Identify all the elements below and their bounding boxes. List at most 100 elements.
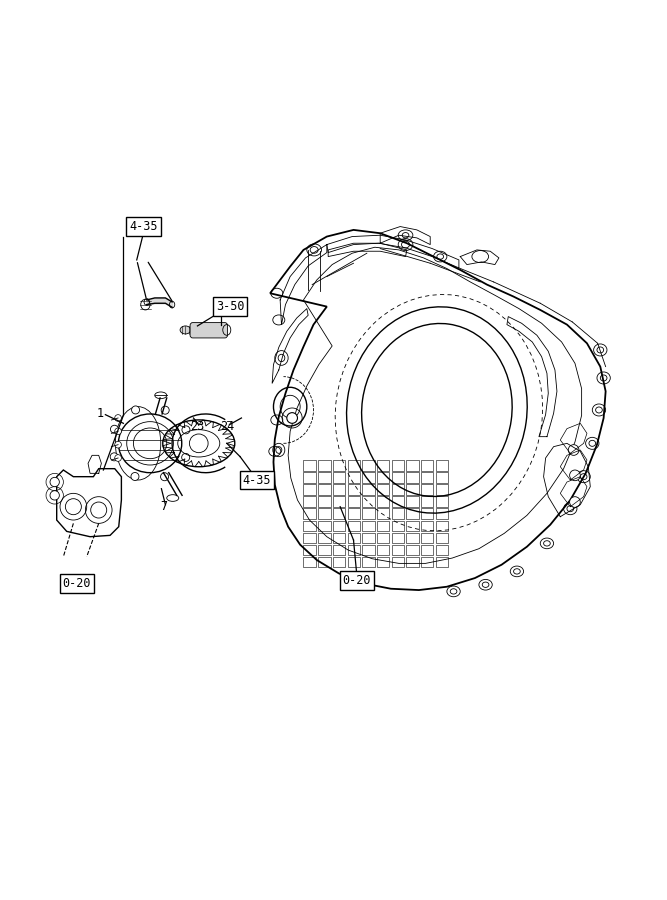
Bar <box>303 533 316 543</box>
Bar <box>377 533 390 543</box>
Bar <box>348 497 360 507</box>
Bar <box>406 520 419 531</box>
Bar <box>318 508 331 518</box>
Text: 3-50: 3-50 <box>216 300 244 313</box>
Text: 4-35: 4-35 <box>129 220 157 233</box>
Bar <box>377 461 390 471</box>
Bar <box>318 472 331 482</box>
Circle shape <box>50 491 59 500</box>
Bar <box>333 508 346 518</box>
Bar <box>348 461 360 471</box>
Bar <box>392 520 404 531</box>
Bar <box>377 497 390 507</box>
Bar <box>377 520 390 531</box>
Circle shape <box>131 472 139 481</box>
Bar <box>362 472 375 482</box>
Bar <box>377 544 390 554</box>
Circle shape <box>65 499 81 515</box>
Bar <box>318 484 331 495</box>
Circle shape <box>91 502 107 518</box>
Bar <box>392 508 404 518</box>
Bar <box>436 461 448 471</box>
Bar <box>436 544 448 554</box>
Bar <box>348 533 360 543</box>
Text: 1: 1 <box>97 407 103 419</box>
Circle shape <box>110 453 118 461</box>
Bar <box>333 520 346 531</box>
Bar <box>362 484 375 495</box>
Text: 4-35: 4-35 <box>243 473 271 487</box>
Bar <box>303 484 316 495</box>
Bar <box>406 544 419 554</box>
Text: 24: 24 <box>219 420 234 433</box>
Bar <box>421 461 434 471</box>
Circle shape <box>50 477 59 487</box>
Bar <box>318 520 331 531</box>
Bar <box>392 461 404 471</box>
Bar <box>377 556 390 567</box>
Bar <box>348 472 360 482</box>
Bar <box>318 497 331 507</box>
Bar <box>421 533 434 543</box>
Bar <box>406 472 419 482</box>
Bar <box>348 520 360 531</box>
Circle shape <box>115 428 121 435</box>
Circle shape <box>115 441 121 448</box>
Bar <box>362 508 375 518</box>
Bar <box>436 556 448 567</box>
Bar <box>436 484 448 495</box>
Bar <box>362 497 375 507</box>
Bar <box>406 461 419 471</box>
Circle shape <box>115 454 121 462</box>
Text: 0-20: 0-20 <box>343 573 371 587</box>
Ellipse shape <box>167 495 179 501</box>
Circle shape <box>182 426 190 434</box>
Circle shape <box>287 412 297 423</box>
Bar <box>392 497 404 507</box>
Bar <box>406 484 419 495</box>
Bar <box>348 544 360 554</box>
Circle shape <box>568 445 579 455</box>
Bar <box>333 533 346 543</box>
Bar <box>392 484 404 495</box>
Bar <box>362 556 375 567</box>
Text: 23: 23 <box>189 420 204 433</box>
Bar <box>436 472 448 482</box>
Ellipse shape <box>180 326 191 334</box>
Bar <box>318 533 331 543</box>
Bar <box>421 484 434 495</box>
Bar <box>377 484 390 495</box>
Bar <box>406 508 419 518</box>
Bar <box>303 472 316 482</box>
Bar <box>333 497 346 507</box>
Bar <box>362 533 375 543</box>
Bar <box>421 497 434 507</box>
Bar <box>333 461 346 471</box>
Circle shape <box>570 470 580 481</box>
Circle shape <box>570 497 580 508</box>
Bar <box>436 533 448 543</box>
Bar <box>377 472 390 482</box>
Bar <box>303 461 316 471</box>
Bar <box>333 544 346 554</box>
Text: 7: 7 <box>160 500 167 513</box>
Circle shape <box>131 406 139 414</box>
Bar <box>362 544 375 554</box>
Bar <box>348 508 360 518</box>
Bar <box>406 533 419 543</box>
Bar <box>392 472 404 482</box>
Bar <box>318 556 331 567</box>
Bar <box>362 520 375 531</box>
Bar <box>362 461 375 471</box>
Bar <box>303 520 316 531</box>
Bar <box>348 484 360 495</box>
Bar <box>333 472 346 482</box>
Bar <box>303 556 316 567</box>
Bar <box>421 556 434 567</box>
Circle shape <box>189 434 208 453</box>
Bar <box>406 497 419 507</box>
Text: 0-20: 0-20 <box>63 577 91 590</box>
Bar <box>421 520 434 531</box>
Bar <box>318 461 331 471</box>
Bar <box>318 544 331 554</box>
